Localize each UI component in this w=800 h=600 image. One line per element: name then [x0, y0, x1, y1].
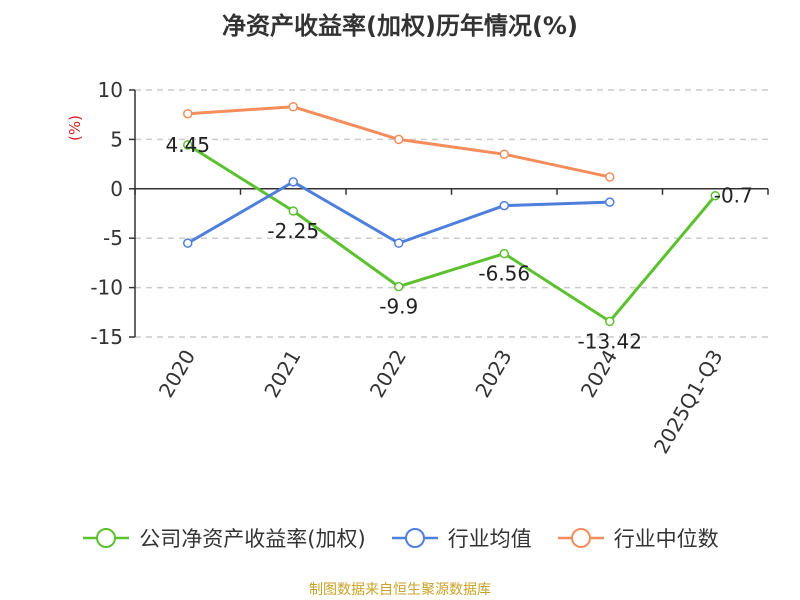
data-point — [394, 238, 404, 248]
legend-line-circle-icon — [83, 528, 130, 548]
data-point — [394, 281, 404, 292]
y-axis-unit-label: (%) — [66, 115, 84, 141]
data-point — [288, 102, 298, 112]
y-tick-label: 10 — [98, 78, 123, 102]
data-label: -0.7 — [714, 184, 753, 208]
data-point — [605, 172, 615, 182]
legend-item[interactable]: 行业均值 — [390, 523, 532, 553]
series-line-1 — [186, 180, 610, 245]
x-tick-label: 2021 — [259, 346, 305, 402]
x-tick-label: 2020 — [154, 346, 200, 402]
data-point — [394, 134, 404, 145]
data-point — [605, 316, 615, 327]
legend-item[interactable]: 行业中位数 — [556, 523, 719, 553]
y-axis-label: (%) — [66, 115, 84, 141]
source-note: 制图数据来自恒生聚源数据库 — [309, 582, 491, 598]
data-label: -2.25 — [267, 219, 319, 243]
chart-title: 净资产收益率(加权)历年情况(%) — [222, 12, 578, 40]
legend: 公司净资产收益率(加权) 行业均值 行业中位数 — [0, 520, 800, 556]
data-point — [183, 238, 193, 248]
data-labels: 4.45 -2.25 -9.9 -6.56 -13.42 -0.7 — [165, 133, 752, 354]
x-tick-label: 2022 — [365, 346, 411, 402]
y-tick-label: 0 — [110, 177, 123, 201]
legend-line-circle-icon — [557, 528, 604, 548]
y-tick-label: -10 — [90, 276, 123, 300]
data-point — [499, 149, 509, 159]
legend-label: 行业中位数 — [613, 527, 719, 551]
legend-item[interactable]: 公司净资产收益率(加权) — [81, 523, 366, 553]
data-label: -13.42 — [578, 329, 642, 353]
data-point — [288, 206, 298, 216]
x-tick-label: 2025Q1-Q3 — [649, 346, 728, 458]
y-tick-label: -15 — [90, 325, 123, 349]
data-label: 4.45 — [165, 133, 210, 157]
data-point — [710, 190, 720, 201]
y-tick-label: 5 — [110, 127, 123, 151]
legend-label: 公司净资产收益率(加权) — [139, 527, 366, 551]
data-label: -6.56 — [478, 262, 530, 286]
data-point — [288, 177, 298, 187]
data-point — [183, 108, 193, 119]
data-point — [499, 248, 509, 259]
series-line-0 — [186, 143, 717, 323]
legend-label: 行业均值 — [447, 527, 532, 551]
data-point — [183, 140, 193, 150]
x-tick-label: 2023 — [470, 346, 516, 402]
data-label: -9.9 — [379, 295, 418, 319]
data-point — [605, 197, 615, 207]
legend-line-circle-icon — [391, 528, 438, 548]
x-tick-label: 2024 — [576, 346, 622, 402]
series-lines — [183, 102, 720, 327]
grid-lines — [135, 89, 768, 338]
y-tick-label: -5 — [103, 226, 123, 250]
data-point — [499, 200, 509, 211]
